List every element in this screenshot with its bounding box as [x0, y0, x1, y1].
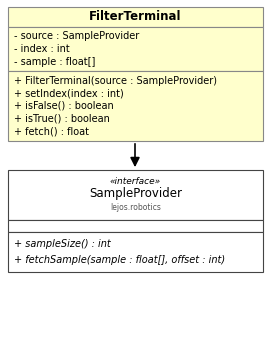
- Text: lejos.robotics: lejos.robotics: [110, 203, 161, 211]
- Text: + FilterTerminal(source : SampleProvider): + FilterTerminal(source : SampleProvider…: [14, 76, 217, 86]
- Text: + isFalse() : boolean: + isFalse() : boolean: [14, 101, 114, 111]
- Bar: [8, 232, 263, 272]
- Text: FilterTerminal: FilterTerminal: [89, 10, 182, 23]
- Text: - source : SampleProvider: - source : SampleProvider: [14, 31, 139, 41]
- Bar: [8, 220, 263, 232]
- Text: + setIndex(index : int): + setIndex(index : int): [14, 88, 124, 98]
- Bar: [8, 170, 263, 220]
- Text: + fetch() : float: + fetch() : float: [14, 127, 89, 137]
- Text: + isTrue() : boolean: + isTrue() : boolean: [14, 114, 110, 124]
- Bar: [8, 7, 263, 27]
- Text: + sampleSize() : int: + sampleSize() : int: [14, 239, 111, 249]
- Bar: [8, 71, 263, 141]
- Text: - sample : float[]: - sample : float[]: [14, 57, 95, 67]
- Text: SampleProvider: SampleProvider: [89, 187, 182, 200]
- Bar: [8, 27, 263, 71]
- Text: + fetchSample(sample : float[], offset : int): + fetchSample(sample : float[], offset :…: [14, 255, 225, 265]
- Text: «interface»: «interface»: [110, 177, 161, 186]
- Text: - index : int: - index : int: [14, 44, 70, 54]
